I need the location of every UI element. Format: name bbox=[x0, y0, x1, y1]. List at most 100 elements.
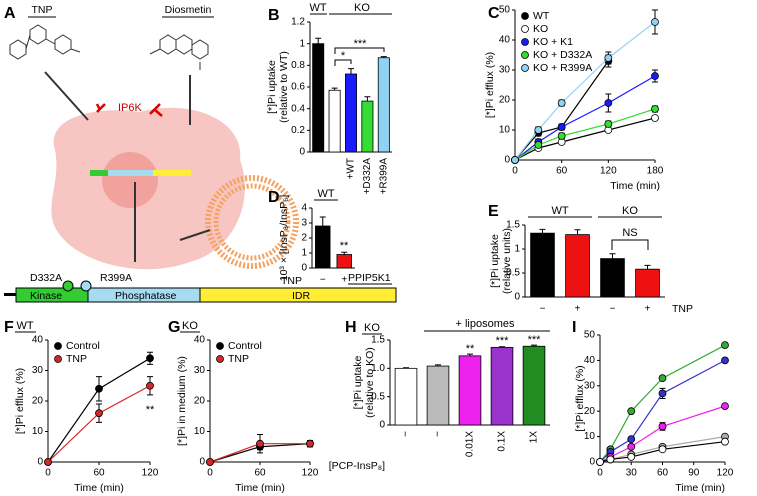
data-point bbox=[557, 132, 566, 140]
y-tick-label: 1 bbox=[301, 248, 307, 259]
y-tick-label: 30 bbox=[584, 380, 596, 391]
x-tick-label: + bbox=[341, 275, 347, 286]
data-point bbox=[651, 72, 659, 80]
y-tick-label: 0.6 bbox=[291, 82, 305, 93]
legend-label: TNP bbox=[228, 353, 249, 365]
x-tick-label: 1X bbox=[529, 431, 540, 444]
arrow bbox=[44, 71, 89, 121]
x-tick-label: 120 bbox=[600, 166, 617, 177]
y-tick-label: 20 bbox=[32, 396, 44, 407]
y-tick-label: 40 bbox=[194, 335, 206, 346]
x-axis-label: TNP bbox=[281, 275, 302, 287]
y-tick-label: 1 bbox=[514, 244, 520, 255]
bar bbox=[635, 268, 660, 298]
domain bbox=[199, 287, 397, 303]
x-axis-label: Time (min) bbox=[610, 180, 660, 192]
legend-marker bbox=[521, 64, 529, 72]
y-axis-label: (relative to WT) bbox=[278, 51, 290, 123]
y-tick-label: 20 bbox=[499, 95, 511, 106]
significance: *** bbox=[496, 335, 510, 347]
data-point bbox=[651, 18, 659, 26]
y-axis-label: [*]Pi uptake bbox=[266, 60, 278, 114]
bar bbox=[361, 100, 374, 153]
data-point bbox=[627, 407, 636, 416]
y-axis-label: [*]Pi efflux (%) bbox=[574, 365, 586, 431]
group-label: KO bbox=[622, 205, 638, 217]
y-tick-label: 1.0 bbox=[371, 363, 385, 374]
y-tick-label: 30 bbox=[499, 65, 511, 76]
panel-label: F bbox=[4, 319, 14, 336]
bar bbox=[394, 367, 418, 426]
x-tick-label: 120 bbox=[142, 468, 159, 479]
group-label: WT bbox=[309, 2, 326, 14]
legend-label: Control bbox=[228, 340, 262, 352]
bar bbox=[565, 234, 590, 298]
group-label: KO bbox=[354, 2, 370, 14]
legend-label: KO + R399A bbox=[533, 62, 592, 74]
x-tick-label: 60 bbox=[254, 468, 266, 479]
data-point bbox=[206, 458, 214, 466]
data-point bbox=[256, 439, 264, 448]
bar bbox=[530, 232, 555, 298]
mutation-label: D332A bbox=[30, 272, 62, 284]
bar bbox=[345, 73, 357, 153]
compound-label: Diosmetin bbox=[165, 4, 212, 16]
y-tick-label: 10 bbox=[584, 431, 596, 442]
linker bbox=[4, 293, 16, 296]
x-axis-label: Time (min) bbox=[675, 482, 725, 494]
x-tick-label: 0 bbox=[207, 468, 213, 479]
mutation-site bbox=[62, 280, 74, 292]
data-point bbox=[721, 437, 729, 446]
data-point bbox=[658, 389, 667, 398]
data-point bbox=[95, 409, 103, 418]
y-tick-label: 30 bbox=[194, 365, 206, 376]
significance: ** bbox=[146, 404, 155, 416]
data-point bbox=[658, 445, 667, 454]
y-tick-label: 40 bbox=[499, 35, 511, 46]
data-point bbox=[557, 99, 566, 107]
data-point bbox=[44, 458, 52, 466]
data-point bbox=[627, 435, 636, 444]
significance: * bbox=[341, 50, 346, 62]
legend-marker bbox=[54, 355, 62, 363]
x-tick-label: 0.1X bbox=[497, 431, 508, 452]
data-point bbox=[95, 384, 103, 393]
panel-label: G bbox=[168, 319, 180, 336]
y-axis-label: [*]Pi uptake bbox=[352, 355, 364, 409]
y-tick-label: 3 bbox=[301, 218, 307, 229]
data-point bbox=[721, 356, 729, 365]
legend-label: KO bbox=[533, 23, 548, 35]
x-axis-label: Time (min) bbox=[235, 482, 285, 494]
y-tick-label: 0 bbox=[37, 457, 43, 468]
y-axis-label: [*]Pi efflux (%) bbox=[14, 368, 26, 434]
bracket bbox=[334, 59, 352, 66]
x-tick-label: 120 bbox=[302, 468, 319, 479]
y-tick-label: 0 bbox=[514, 292, 520, 303]
data-point bbox=[146, 354, 154, 363]
data-point bbox=[651, 105, 659, 113]
y-tick-label: 0.2 bbox=[291, 125, 305, 136]
x-tick-label: − bbox=[433, 431, 444, 437]
bar bbox=[522, 345, 546, 426]
y-tick-label: 0.8 bbox=[291, 60, 305, 71]
x-tick-label: − bbox=[320, 275, 326, 286]
data-point bbox=[534, 126, 543, 134]
x-tick-label: 0 bbox=[597, 468, 603, 479]
legend-label: TNP bbox=[66, 353, 87, 365]
significance: ** bbox=[466, 343, 475, 355]
y-tick-label: 0 bbox=[504, 155, 510, 166]
group-label: WT bbox=[551, 205, 568, 217]
x-tick-label: − bbox=[540, 304, 546, 315]
y-tick-label: 0 bbox=[301, 263, 307, 274]
legend-marker bbox=[521, 12, 529, 20]
legend-label: Control bbox=[66, 340, 100, 352]
data-point bbox=[604, 120, 613, 128]
y-tick-label: 1.2 bbox=[291, 17, 305, 28]
x-axis-label: [PCP-InsP₈] bbox=[329, 460, 385, 472]
significance: *** bbox=[354, 38, 368, 50]
y-tick-label: 0.5 bbox=[506, 268, 520, 279]
liposome bbox=[205, 175, 299, 269]
bar bbox=[312, 43, 325, 153]
domain-label: IDR bbox=[292, 290, 311, 302]
